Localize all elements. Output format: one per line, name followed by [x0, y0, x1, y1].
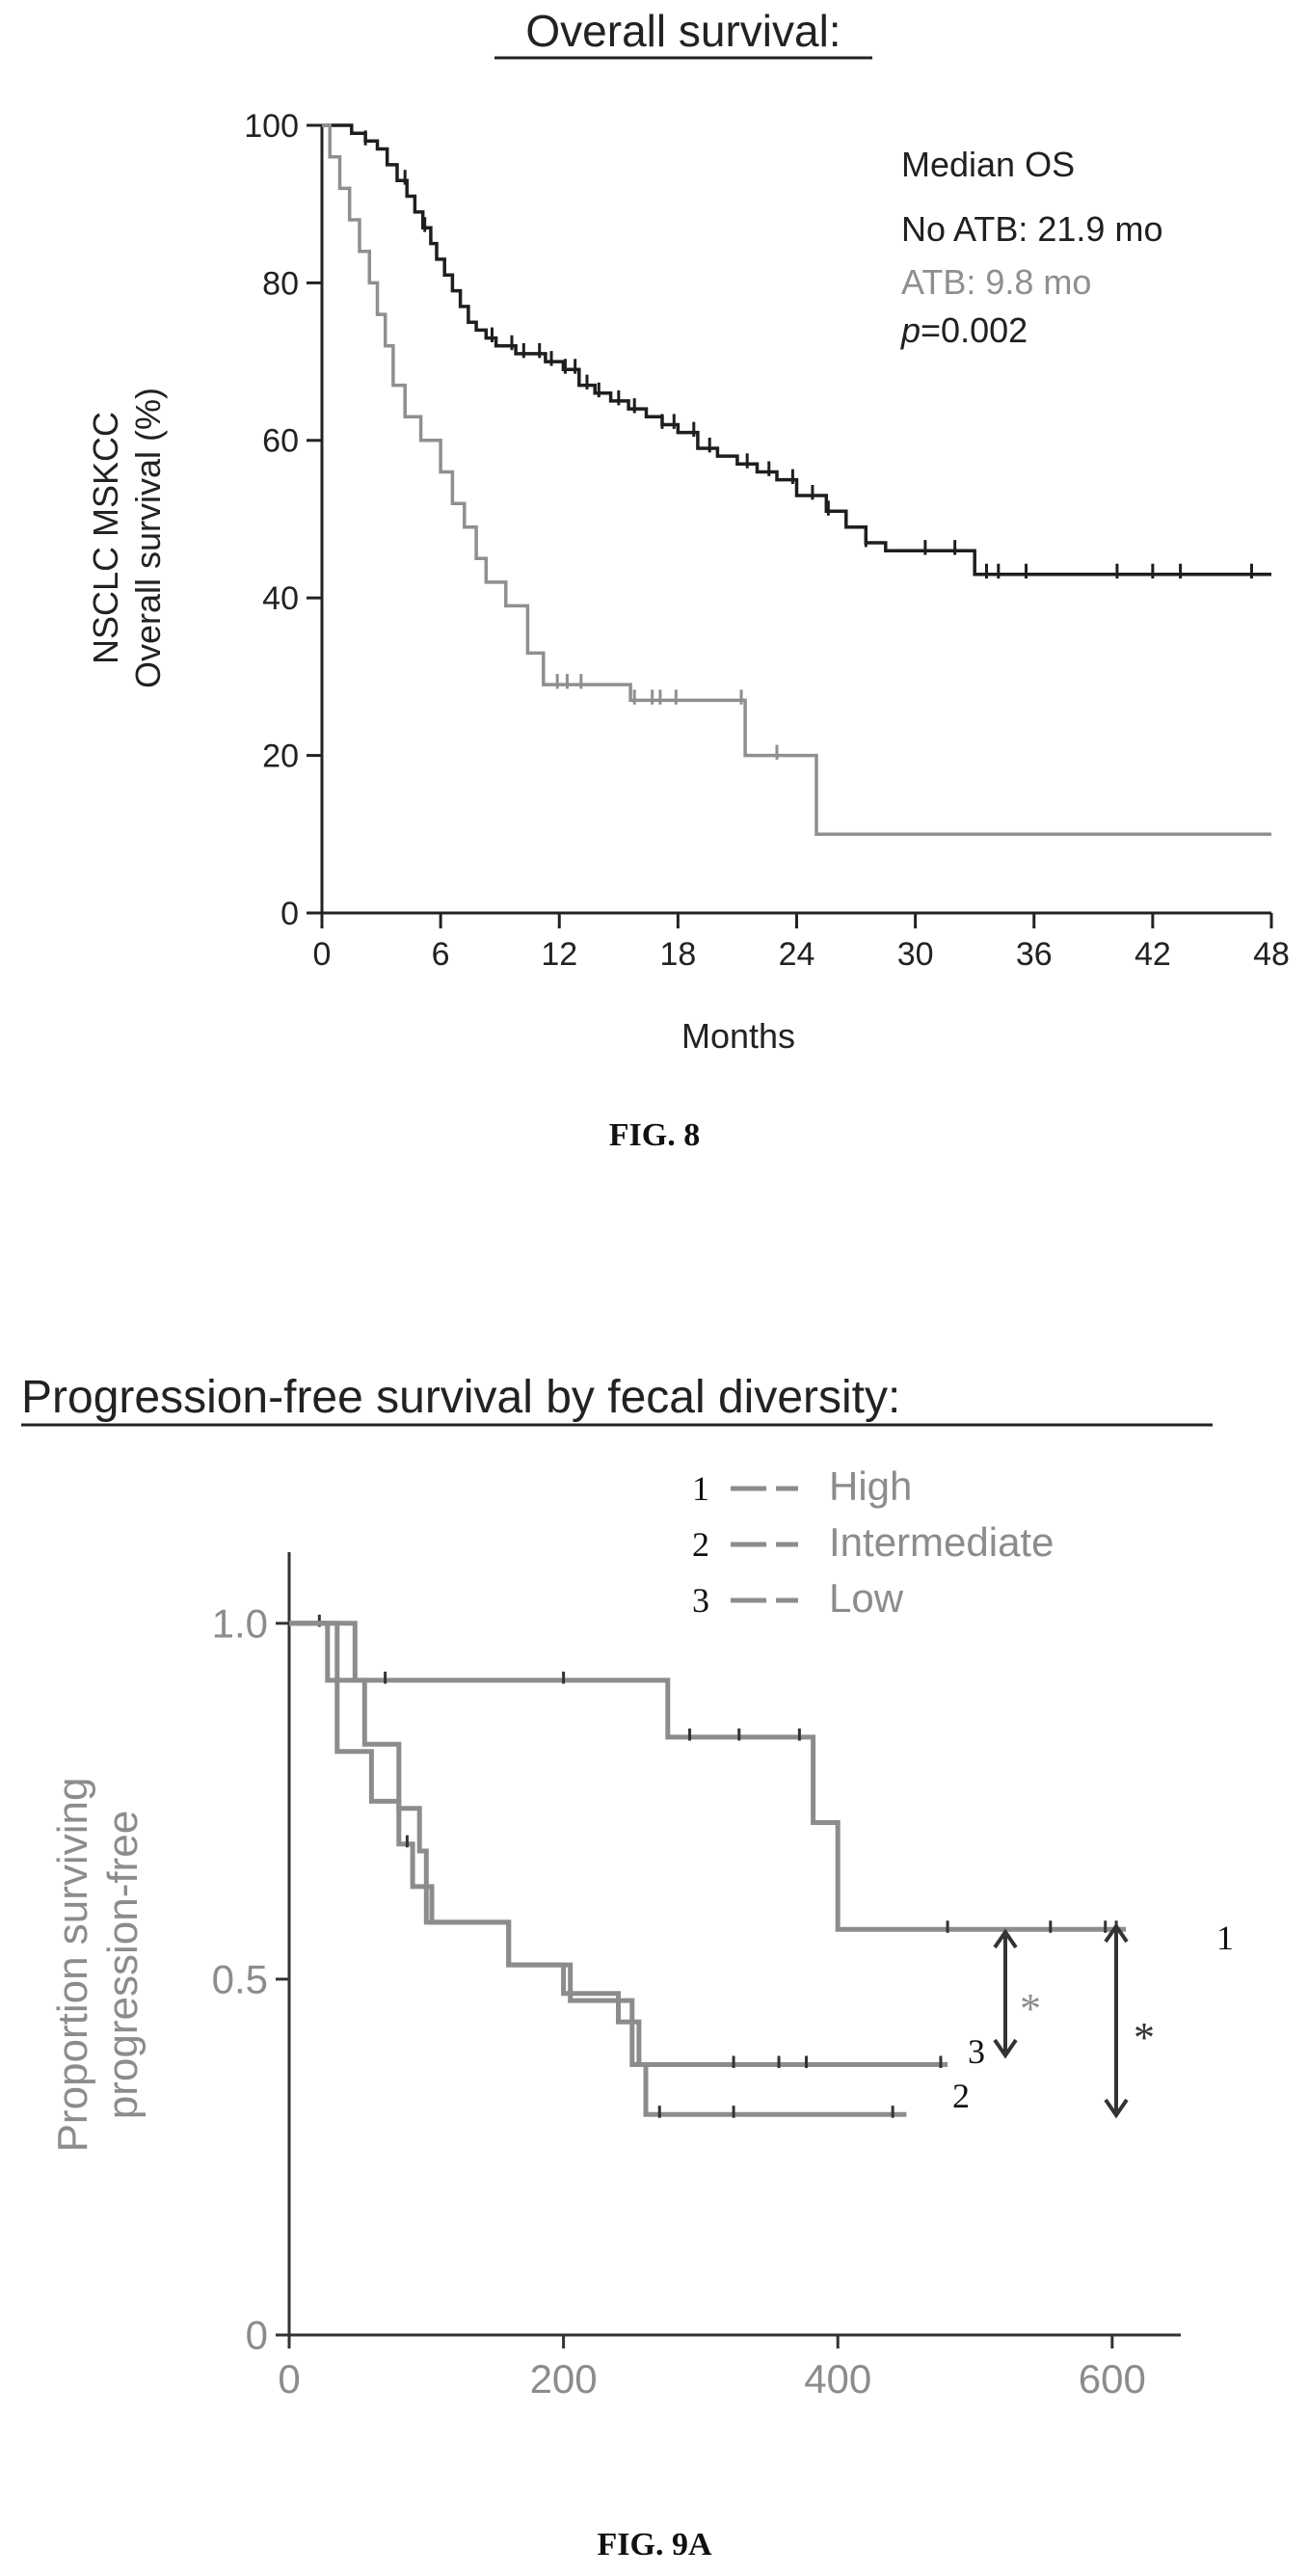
y-tick-label: 80	[262, 265, 299, 302]
y-tick-label: 0	[246, 2313, 268, 2358]
legend: 1 High 2 Intermediate 3 Low	[692, 1463, 1054, 1621]
series-line-no-atb	[322, 123, 1271, 577]
survival-curves	[322, 123, 1271, 837]
annotation-atb: ATB: 9.8 mo	[901, 262, 1091, 302]
bracket-arrows-intermediate	[1104, 1922, 1129, 2119]
x-tick-label: 0	[278, 2356, 300, 2402]
y-tick-label: 0.5	[212, 1957, 268, 2002]
axes: 0 200 400 600 0 0.5 1.0	[212, 1552, 1181, 2402]
y-tick-label: 40	[262, 580, 299, 617]
x-tick-label: 6	[432, 936, 450, 973]
legend-marker: 3	[692, 1581, 709, 1620]
significance-star-intermediate: *	[1134, 2014, 1155, 2061]
y-tick-label: 0	[280, 896, 299, 932]
line-end-label-intermediate: 2	[952, 2077, 970, 2115]
x-tick-label: 600	[1079, 2356, 1146, 2402]
series-line-low	[289, 1621, 948, 2067]
annotation-p-value: p=0.002	[900, 310, 1028, 350]
survival-curves	[289, 1614, 1127, 2118]
legend-item-high: 1 High	[692, 1463, 912, 1509]
y-axis-label-line-1: NSCLC MSKCC	[86, 412, 125, 664]
legend-label: Low	[829, 1575, 904, 1621]
x-tick-label: 30	[897, 936, 934, 973]
series-line-atb	[322, 123, 1271, 837]
line-end-label-low: 3	[968, 2032, 985, 2071]
p-value: =0.002	[921, 310, 1028, 350]
progression-free-survival-chart: Progression-free survival by fecal diver…	[21, 1372, 1234, 2563]
legend-marker: 2	[692, 1525, 709, 1564]
x-tick-label: 200	[530, 2356, 598, 2402]
figure-caption: FIG. 9A	[598, 2527, 712, 2563]
overall-survival-chart: Overall survival: NSCLC MSKCC Overall su…	[86, 6, 1290, 1153]
x-tick-label: 36	[1016, 936, 1053, 973]
legend-marker: 1	[692, 1469, 709, 1508]
x-tick-label: 18	[659, 936, 696, 973]
x-tick-label: 48	[1253, 936, 1290, 973]
annotation-heading: Median OS	[901, 145, 1075, 184]
y-tick-label: 100	[244, 108, 299, 145]
x-tick-label: 12	[541, 936, 577, 973]
y-axis-label-line-1: Proportion surviving	[49, 1778, 96, 2153]
line-end-labels: 1 3 2	[952, 1919, 1234, 2115]
chart-title: Overall survival:	[525, 6, 841, 56]
series-line-intermediate	[289, 1621, 907, 2117]
annotation-no-atb: No ATB: 21.9 mo	[901, 209, 1162, 249]
y-tick-label: 1.0	[212, 1601, 268, 1647]
y-axis-label-line-2: progression-free	[99, 1811, 147, 2119]
line-end-label-high: 1	[1216, 1919, 1234, 1957]
x-axis-label: Months	[681, 1016, 795, 1056]
x-tick-label: 24	[779, 936, 815, 973]
y-tick-label: 20	[262, 738, 299, 775]
legend-label: Intermediate	[829, 1519, 1054, 1565]
y-axis-label-line-2: Overall survival (%)	[128, 388, 168, 688]
y-tick-label: 60	[262, 423, 299, 460]
significance-star-low: *	[1020, 1985, 1041, 2032]
legend-item-intermediate: 2 Intermediate	[692, 1519, 1054, 1565]
x-tick-label: 400	[804, 2356, 871, 2402]
bracket-arrows-low	[993, 1928, 1018, 2059]
legend-label: High	[829, 1463, 912, 1509]
legend-item-low: 3 Low	[692, 1575, 904, 1621]
x-tick-label: 0	[313, 936, 332, 973]
chart-title: Progression-free survival by fecal diver…	[21, 1372, 900, 1423]
median-os-annotation: Median OS No ATB: 21.9 mo ATB: 9.8 mo p=…	[900, 145, 1162, 350]
axes: 0 6 12 18 24 30 36 42 48 0 20 40 60 80 100	[244, 108, 1290, 973]
p-symbol: p	[900, 310, 921, 350]
figure-caption: FIG. 8	[609, 1117, 700, 1153]
x-tick-label: 42	[1134, 936, 1171, 973]
significance-brackets: * *	[993, 1922, 1155, 2119]
